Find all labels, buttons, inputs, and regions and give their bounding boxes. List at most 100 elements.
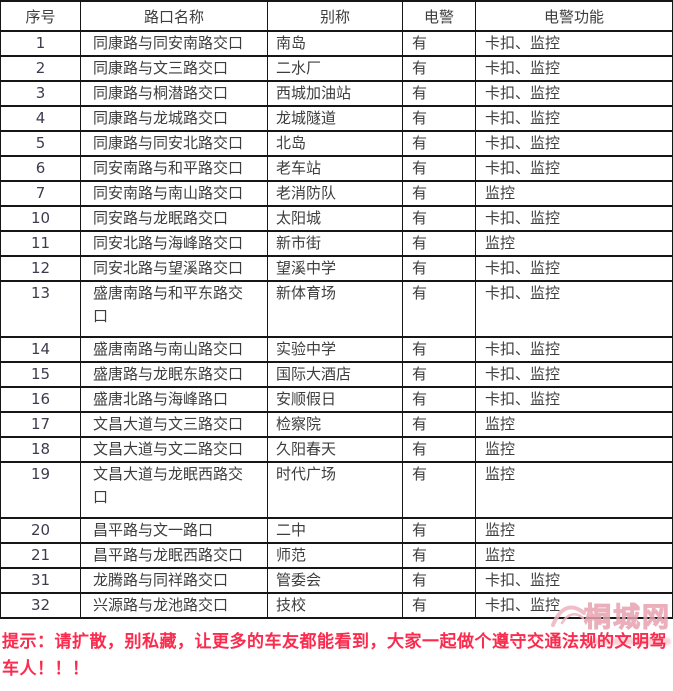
cell-name: 文昌大道与龙眠西路交 口	[80, 461, 268, 519]
cell-police: 有	[402, 436, 476, 463]
table-row: 2 同康路与文三路交口 二水厂有卡扣、监控	[0, 55, 673, 82]
cell-no: 6	[0, 155, 81, 182]
table-row: 12 同安北路与望溪路交口 望溪中学有卡扣、监控	[0, 255, 673, 282]
cell-police: 有	[402, 180, 476, 207]
table-row: 21 昌平路与龙眠西路交口 师范有监控	[0, 542, 673, 569]
cell-alias: 北岛	[267, 130, 403, 157]
cell-alias: 新体育场	[267, 280, 403, 338]
cell-no: 18	[0, 436, 81, 463]
cell-police: 有	[402, 280, 476, 338]
table-row: 13 盛唐南路与和平东路交 口新体育场有卡扣、监控	[0, 280, 673, 338]
table-body: 1 同康路与同安南路交口 南岛有卡扣、监控 2 同康路与文三路交口 二水厂有卡扣、监控 3 同…	[0, 30, 673, 619]
cell-name: 同安南路与南山路交口	[80, 180, 268, 207]
cell-alias: 太阳城	[267, 205, 403, 232]
cell-functions: 卡扣、监控	[475, 336, 673, 363]
table-row: 32 兴源路与龙池路交口 技校有卡扣、监控	[0, 592, 673, 619]
cell-no: 20	[0, 517, 81, 544]
cell-functions: 监控	[475, 542, 673, 569]
table-row: 17 文昌大道与文三路交口 检察院有监控	[0, 411, 673, 438]
cell-functions: 卡扣、监控	[475, 205, 673, 232]
cell-no: 32	[0, 592, 81, 619]
cell-alias: 管委会	[267, 567, 403, 594]
cell-police: 有	[402, 255, 476, 282]
cell-no: 13	[0, 280, 81, 338]
watermark: 桐城网	[548, 601, 671, 645]
cell-functions: 监控	[475, 411, 673, 438]
cell-no: 19	[0, 461, 81, 519]
cell-no: 11	[0, 230, 81, 257]
camera-table: 序号 路口名称 别称 电警 电警功能 1 同康路与同安南路交口 南岛有卡扣、监控 2 同康路与文…	[0, 0, 673, 619]
cell-no: 4	[0, 105, 81, 132]
cell-no: 2	[0, 55, 81, 82]
cell-name: 文昌大道与文三路交口	[80, 411, 268, 438]
table-row: 5 同康路与同安北路交口 北岛有卡扣、监控	[0, 130, 673, 157]
cell-alias: 二中	[267, 517, 403, 544]
cell-alias: 老消防队	[267, 180, 403, 207]
cell-no: 10	[0, 205, 81, 232]
table-row: 16 盛唐北路与海峰路口 安顺假日有卡扣、监控	[0, 386, 673, 413]
cell-no: 21	[0, 542, 81, 569]
cell-name: 同康路与同安北路交口	[80, 130, 268, 157]
cell-police: 有	[402, 80, 476, 107]
cell-name: 同安北路与海峰路交口	[80, 230, 268, 257]
cell-alias: 安顺假日	[267, 386, 403, 413]
header-row: 序号 路口名称 别称 电警 电警功能	[0, 0, 673, 32]
table-row: 1 同康路与同安南路交口 南岛有卡扣、监控	[0, 30, 673, 57]
cell-alias: 技校	[267, 592, 403, 619]
column-header-police: 电警	[402, 0, 476, 32]
cell-name: 兴源路与龙池路交口	[80, 592, 268, 619]
cell-police: 有	[402, 230, 476, 257]
cell-functions: 卡扣、监控	[475, 280, 673, 338]
cell-no: 31	[0, 567, 81, 594]
cell-police: 有	[402, 30, 476, 57]
cell-name: 盛唐北路与海峰路口	[80, 386, 268, 413]
cell-functions: 卡扣、监控	[475, 80, 673, 107]
column-header-functions: 电警功能	[475, 0, 673, 32]
cell-police: 有	[402, 386, 476, 413]
cell-functions: 卡扣、监控	[475, 155, 673, 182]
cell-name: 文昌大道与文二路交口	[80, 436, 268, 463]
table-row: 19 文昌大道与龙眠西路交 口时代广场有监控	[0, 461, 673, 519]
cell-police: 有	[402, 592, 476, 619]
cell-alias: 老车站	[267, 155, 403, 182]
cell-alias: 国际大酒店	[267, 361, 403, 388]
cell-police: 有	[402, 130, 476, 157]
cell-no: 3	[0, 80, 81, 107]
cell-name: 同康路与同安南路交口	[80, 30, 268, 57]
cell-alias: 实验中学	[267, 336, 403, 363]
cell-alias: 久阳春天	[267, 436, 403, 463]
cell-alias: 二水厂	[267, 55, 403, 82]
cell-name: 同安北路与望溪路交口	[80, 255, 268, 282]
table-row: 15 盛唐路与龙眠东路交口 国际大酒店有卡扣、监控	[0, 361, 673, 388]
cell-police: 有	[402, 155, 476, 182]
table-row: 31 龙腾路与同祥路交口 管委会有卡扣、监控	[0, 567, 673, 594]
cell-functions: 监控	[475, 517, 673, 544]
notice-text: 提示：请扩散，别私藏，让更多的车友都能看到，大家一起做个遵守交通法规的文明驾车人…	[2, 632, 667, 679]
cell-name: 盛唐路与龙眠东路交口	[80, 361, 268, 388]
cell-alias: 师范	[267, 542, 403, 569]
cell-name: 同安路与龙眠路交口	[80, 205, 268, 232]
cell-name: 同安南路与和平路交口	[80, 155, 268, 182]
cell-police: 有	[402, 542, 476, 569]
cell-police: 有	[402, 361, 476, 388]
cell-name: 同康路与文三路交口	[80, 55, 268, 82]
cell-police: 有	[402, 105, 476, 132]
cell-police: 有	[402, 205, 476, 232]
cell-name: 盛唐南路与和平东路交 口	[80, 280, 268, 338]
cell-no: 16	[0, 386, 81, 413]
cell-name: 同康路与龙城路交口	[80, 105, 268, 132]
cell-alias: 检察院	[267, 411, 403, 438]
cell-no: 12	[0, 255, 81, 282]
column-header-no: 序号	[0, 0, 81, 32]
cell-alias: 望溪中学	[267, 255, 403, 282]
table-row: 4 同康路与龙城路交口 龙城隧道有卡扣、监控	[0, 105, 673, 132]
cell-name: 龙腾路与同祥路交口	[80, 567, 268, 594]
column-header-name: 路口名称	[80, 0, 268, 32]
watermark-logo-icon	[551, 605, 586, 627]
cell-functions: 卡扣、监控	[475, 105, 673, 132]
cell-functions: 卡扣、监控	[475, 30, 673, 57]
cell-name: 昌平路与龙眠西路交口	[80, 542, 268, 569]
cell-police: 有	[402, 461, 476, 519]
cell-police: 有	[402, 55, 476, 82]
